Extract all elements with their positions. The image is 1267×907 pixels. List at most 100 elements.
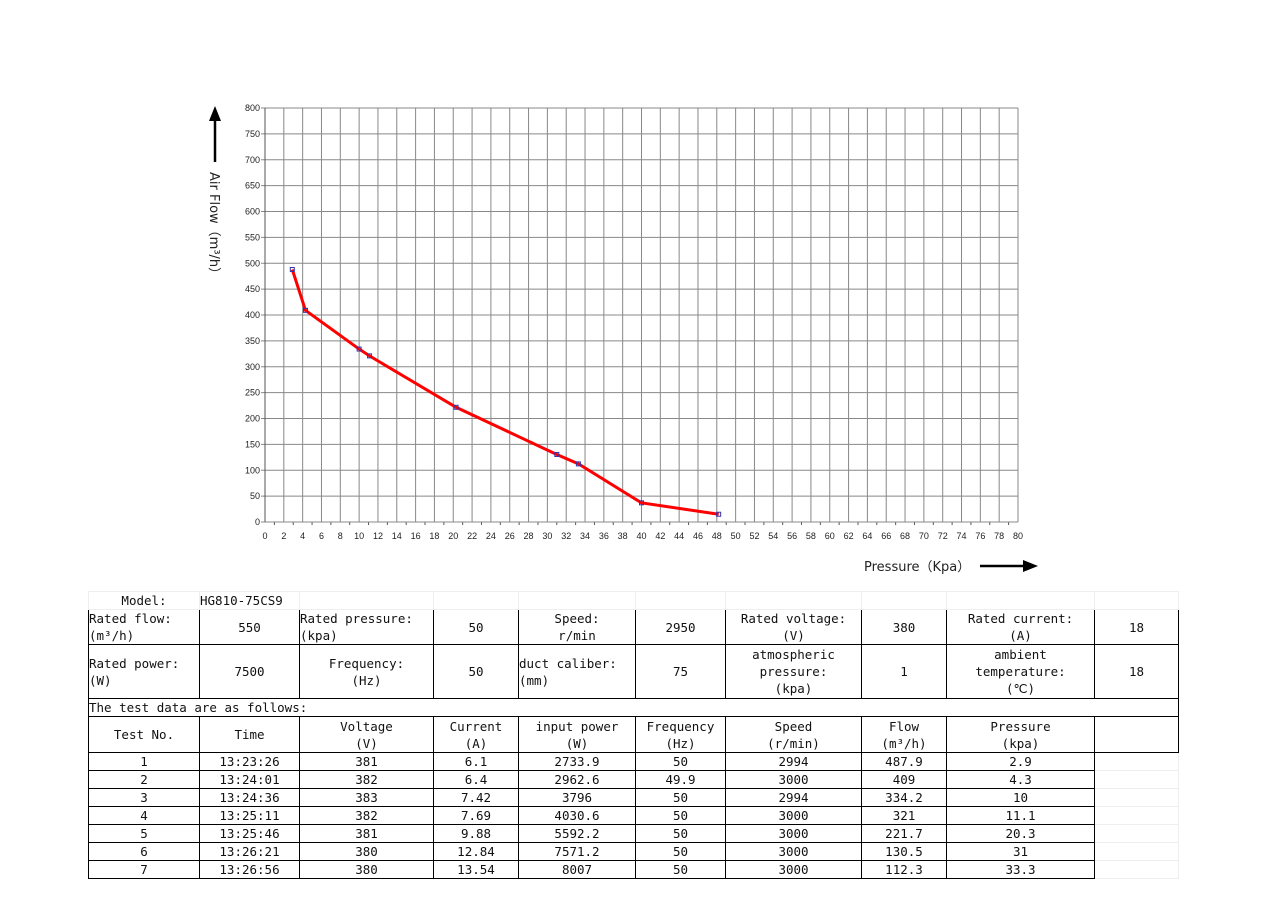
x-tick-label: 62 xyxy=(844,531,854,541)
data-cell: 5 xyxy=(88,824,200,843)
y-tick-label: 450 xyxy=(245,284,260,294)
data-cell: 7571.2 xyxy=(518,842,636,861)
table-row: 6 13:26:21 380 12.84 7571.2 50 3000 130.5 31 xyxy=(88,842,1179,861)
data-point xyxy=(716,511,722,517)
column-header: Time xyxy=(199,716,300,753)
x-tick-label: 40 xyxy=(636,531,646,541)
y-tick-label: 550 xyxy=(245,232,260,242)
column-header: Voltage (V) xyxy=(299,716,434,753)
x-tick-label: 2 xyxy=(281,531,286,541)
column-header: input power (W) xyxy=(518,716,636,753)
spec-value: 380 xyxy=(861,609,947,645)
data-cell: 33.3 xyxy=(946,860,1095,879)
data-cell: 380 xyxy=(299,842,434,861)
spec-label: Frequency: (Hz) xyxy=(299,644,434,699)
y-tick-label: 100 xyxy=(245,465,260,475)
spec-label: Rated flow: (m³/h) xyxy=(88,609,200,645)
data-cell: 382 xyxy=(299,770,434,789)
column-header: Frequency (Hz) xyxy=(635,716,726,753)
data-point xyxy=(453,404,459,410)
table-cell xyxy=(1094,770,1179,789)
data-cell: 9.88 xyxy=(433,824,519,843)
y-tick-label: 800 xyxy=(245,103,260,113)
x-tick-label: 22 xyxy=(467,531,477,541)
x-tick-label: 28 xyxy=(524,531,534,541)
air-flow-chart: 0 2 4 6 8 10 12 14 16 18 20 22 24 26 28 30 32 34 36 38 40 42 4… xyxy=(206,103,1038,575)
table-cell xyxy=(946,591,1095,610)
spec-label: duct caliber: (mm) xyxy=(518,644,636,699)
data-cell: 50 xyxy=(635,860,726,879)
x-tick-label: 60 xyxy=(825,531,835,541)
data-cell: 50 xyxy=(635,752,726,771)
x-axis-label: Pressure（Kpa） xyxy=(864,560,970,575)
table-cell xyxy=(725,591,862,610)
data-point xyxy=(302,307,308,313)
table-cell xyxy=(1094,716,1179,753)
data-cell: 7.42 xyxy=(433,788,519,807)
data-cell: 3000 xyxy=(725,824,862,843)
spec-row: Rated power: (W) 7500 Frequency: (Hz) 50 duc… xyxy=(88,644,1179,699)
table-row: 5 13:25:46 381 9.88 5592.2 50 3000 221.7 20.3 xyxy=(88,824,1179,843)
table-cell xyxy=(1094,824,1179,843)
data-cell: 381 xyxy=(299,752,434,771)
data-cell: 7 xyxy=(88,860,200,879)
data-cell: 3796 xyxy=(518,788,636,807)
spec-label: ambient temperature: (℃) xyxy=(946,644,1095,699)
data-cell: 13:23:26 xyxy=(199,752,300,771)
y-tick-label: 300 xyxy=(245,362,260,372)
x-tick-label: 54 xyxy=(768,531,778,541)
x-tick-label: 26 xyxy=(505,531,515,541)
x-tick-label: 48 xyxy=(712,531,722,541)
data-cell: 2994 xyxy=(725,752,862,771)
test-report-table: Model: HG810-75CS9 Rated flow: (m³/h) 550 Ra… xyxy=(88,591,1179,879)
x-tick-label: 34 xyxy=(580,531,590,541)
table-cell xyxy=(1094,788,1179,807)
table-row: 2 13:24:01 382 6.4 2962.6 49.9 3000 409 4.3 xyxy=(88,770,1179,789)
data-cell: 3 xyxy=(88,788,200,807)
y-tick-label: 500 xyxy=(245,258,260,268)
data-cell: 2962.6 xyxy=(518,770,636,789)
data-cell: 20.3 xyxy=(946,824,1095,843)
data-point xyxy=(289,267,295,273)
data-cell: 409 xyxy=(861,770,947,789)
spec-value: 550 xyxy=(199,609,300,645)
data-cell: 4030.6 xyxy=(518,806,636,825)
table-row: 3 13:24:36 383 7.42 3796 50 2994 334.2 10 xyxy=(88,788,1179,807)
x-tick-label: 14 xyxy=(392,531,402,541)
table-row: 1 13:23:26 381 6.1 2733.9 50 2994 487.9 2.9 xyxy=(88,752,1179,771)
data-cell: 2 xyxy=(88,770,200,789)
data-point xyxy=(554,451,560,457)
spec-value: 50 xyxy=(433,609,519,645)
y-tick-label: 50 xyxy=(250,491,260,501)
data-cell: 1 xyxy=(88,752,200,771)
x-tick-label: 24 xyxy=(486,531,496,541)
x-tick-label: 64 xyxy=(862,531,872,541)
data-cell: 2994 xyxy=(725,788,862,807)
spec-label: Rated pressure: (kpa) xyxy=(299,609,434,645)
x-tick-label: 80 xyxy=(1013,531,1023,541)
x-tick-label: 70 xyxy=(919,531,929,541)
spec-label: Speed: r/min xyxy=(518,609,636,645)
y-tick-label: 600 xyxy=(245,207,260,217)
x-tick-label: 0 xyxy=(262,531,267,541)
data-cell: 49.9 xyxy=(635,770,726,789)
x-tick-label: 4 xyxy=(300,531,305,541)
table-cell xyxy=(518,591,636,610)
column-header: Pressure (kpa) xyxy=(946,716,1095,753)
data-cell: 13:26:56 xyxy=(199,860,300,879)
x-tick-label: 74 xyxy=(957,531,967,541)
data-cell: 50 xyxy=(635,842,726,861)
data-cell: 3000 xyxy=(725,842,862,861)
y-axis-arrow-icon xyxy=(209,106,221,162)
x-tick-label: 66 xyxy=(881,531,891,541)
data-cell: 13:24:01 xyxy=(199,770,300,789)
x-tick-label: 38 xyxy=(618,531,628,541)
data-point xyxy=(575,461,581,467)
spec-value: 50 xyxy=(433,644,519,699)
y-tick-label: 400 xyxy=(245,310,260,320)
data-cell: 13:26:21 xyxy=(199,842,300,861)
data-cell: 13:24:36 xyxy=(199,788,300,807)
y-tick-label: 0 xyxy=(255,517,260,527)
x-tick-label: 16 xyxy=(411,531,421,541)
spec-value: 7500 xyxy=(199,644,300,699)
